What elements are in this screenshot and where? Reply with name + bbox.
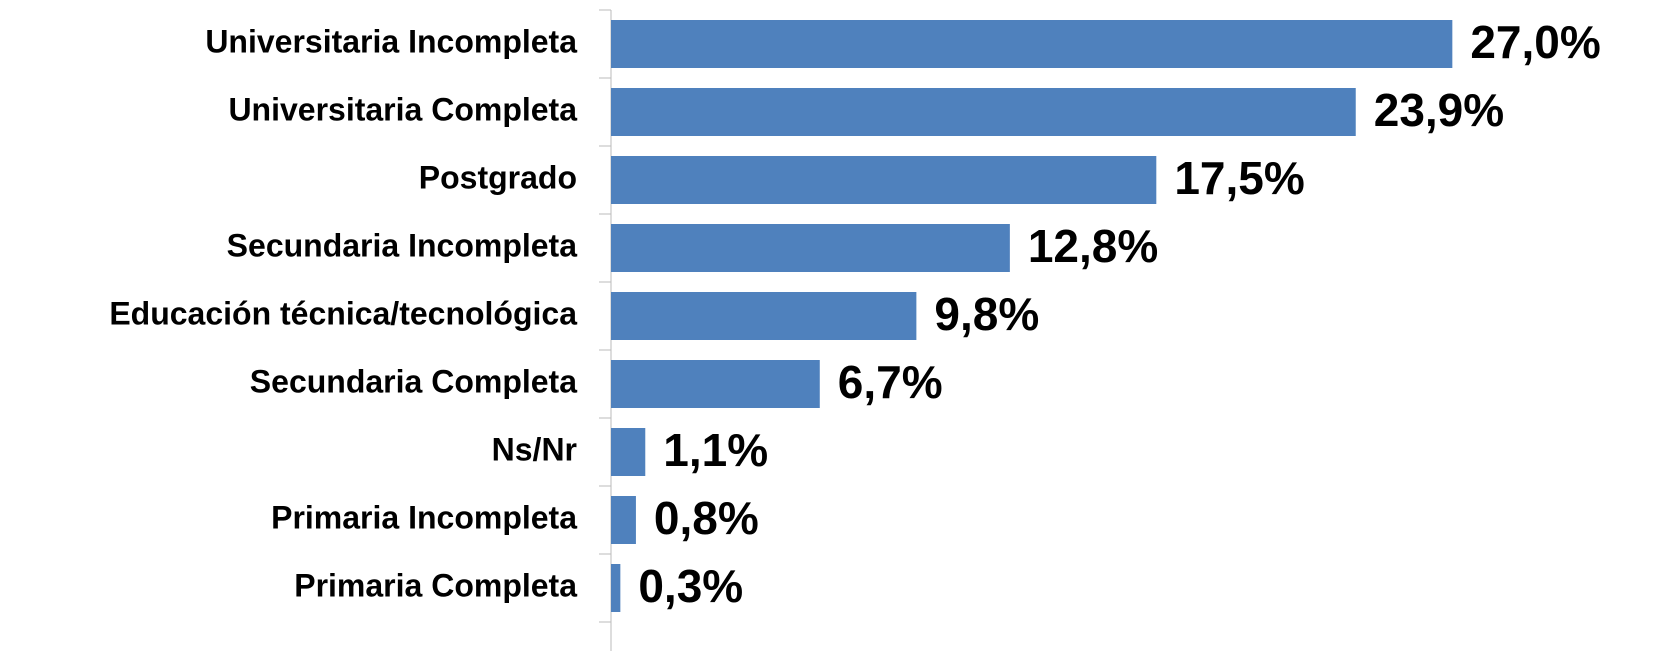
category-label: Primaria Incompleta [271, 499, 577, 535]
bar [611, 496, 636, 544]
value-label: 9,8% [934, 288, 1039, 340]
category-label: Universitaria Completa [228, 91, 577, 127]
bar [611, 292, 917, 340]
bar [611, 88, 1356, 136]
category-label: Secundaria Completa [250, 363, 577, 399]
category-label: Ns/Nr [492, 431, 577, 467]
category-label: Secundaria Incompleta [227, 227, 578, 263]
value-label: 27,0% [1470, 16, 1600, 68]
category-label: Postgrado [419, 159, 577, 195]
bar [611, 360, 820, 408]
category-label: Universitaria Incompleta [205, 23, 577, 59]
value-label: 6,7% [838, 356, 943, 408]
bar [611, 428, 646, 476]
value-label: 0,8% [654, 492, 759, 544]
bar [611, 224, 1010, 272]
value-label: 1,1% [663, 424, 768, 476]
value-label: 23,9% [1374, 84, 1504, 136]
bar [611, 564, 621, 612]
value-label: 17,5% [1174, 152, 1304, 204]
value-label: 0,3% [638, 560, 743, 612]
category-label: Educación técnica/tecnológica [109, 295, 577, 331]
value-label: 12,8% [1028, 220, 1158, 272]
bar [611, 20, 1453, 68]
category-label: Primaria Completa [294, 567, 577, 603]
bar [611, 156, 1157, 204]
